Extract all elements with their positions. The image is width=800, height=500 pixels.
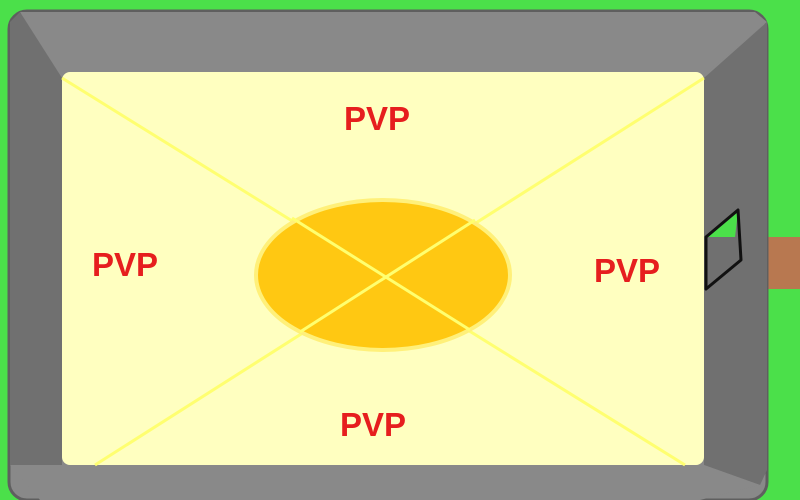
door-frame[interactable] bbox=[704, 208, 743, 291]
stone-wall-right-face bbox=[704, 22, 767, 485]
stone-wall-top-face bbox=[20, 12, 767, 78]
zone-label-bottom: PVP bbox=[340, 406, 406, 443]
stone-wall-bottom-face bbox=[10, 465, 760, 500]
zone-label-top: PVP bbox=[344, 100, 410, 137]
center-diagonal-line bbox=[299, 218, 476, 334]
stone-wall-left-face bbox=[10, 12, 62, 465]
zone-label-left: PVP bbox=[92, 246, 158, 283]
center-diagonal-line bbox=[291, 216, 471, 332]
zone-label-right: PVP bbox=[594, 252, 660, 289]
